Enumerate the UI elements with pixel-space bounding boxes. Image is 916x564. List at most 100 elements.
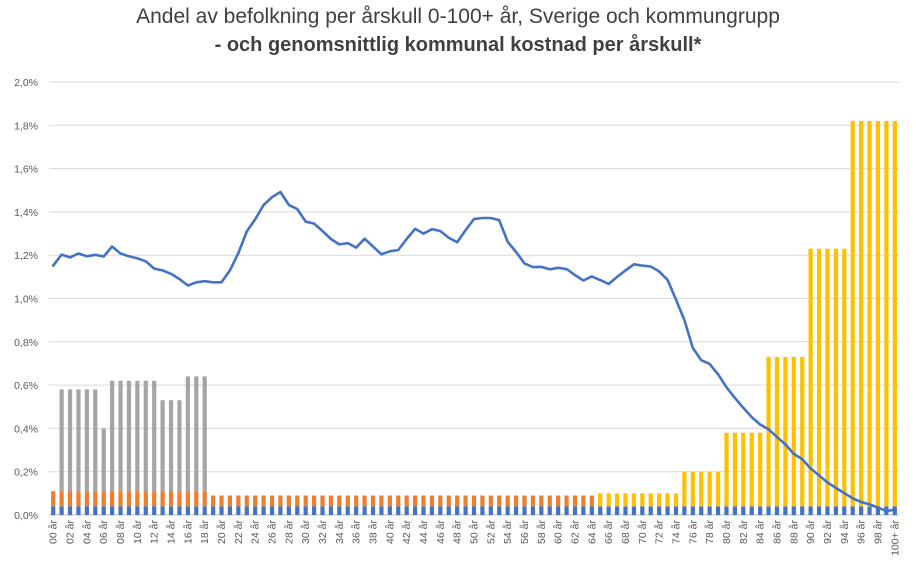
bar <box>110 491 115 507</box>
bar <box>227 495 233 507</box>
bar <box>194 506 199 515</box>
bar <box>328 495 334 507</box>
bar <box>219 506 224 515</box>
x-tick-label: 42 år <box>401 520 413 544</box>
bar <box>657 506 662 515</box>
bar <box>564 506 569 515</box>
bar <box>152 506 157 515</box>
bar <box>715 506 721 515</box>
bar <box>463 506 468 515</box>
y-tick-label: 0,6% <box>14 380 38 392</box>
bar <box>707 471 712 507</box>
bar <box>715 471 721 507</box>
bar <box>438 506 443 515</box>
bar <box>774 506 780 515</box>
bar <box>110 380 115 492</box>
bar <box>101 491 106 507</box>
bar <box>640 506 645 515</box>
bar <box>614 506 620 515</box>
bar <box>842 506 847 515</box>
x-tick-label: 04 år <box>81 520 93 544</box>
bar <box>724 506 729 515</box>
bar <box>850 506 855 515</box>
x-tick-label: 18 år <box>199 520 211 544</box>
bar <box>429 495 435 507</box>
bar <box>269 495 275 507</box>
bar <box>446 506 451 515</box>
bar <box>143 491 148 507</box>
bar <box>833 248 838 507</box>
bar <box>446 495 451 507</box>
bar <box>875 120 881 507</box>
bar <box>143 380 148 492</box>
bar <box>303 495 308 507</box>
bar <box>556 495 561 507</box>
bar <box>648 493 653 507</box>
x-tick-label: 86 år <box>772 520 784 544</box>
bar <box>67 506 73 515</box>
x-tick-label: 22 år <box>233 520 245 544</box>
bar <box>657 493 662 507</box>
bar <box>640 493 645 507</box>
bar <box>800 356 805 507</box>
bar <box>59 491 64 507</box>
bar <box>614 493 620 507</box>
bar <box>160 506 165 515</box>
bar <box>370 495 376 507</box>
x-tick-label: 74 år <box>671 520 683 544</box>
x-tick-label: 16 år <box>182 520 194 544</box>
bar <box>539 495 544 507</box>
bar <box>547 495 552 507</box>
bar <box>253 506 258 515</box>
bar <box>749 506 754 515</box>
bar <box>766 506 771 515</box>
bar <box>505 506 510 515</box>
x-tick-label: 66 år <box>603 520 615 544</box>
bar <box>783 506 788 515</box>
bar <box>732 432 737 507</box>
bar <box>513 495 519 507</box>
bar <box>337 506 342 515</box>
bar <box>126 380 132 492</box>
bar <box>421 506 426 515</box>
x-tick-label: 46 år <box>435 520 447 544</box>
x-tick-label: 50 år <box>469 520 481 544</box>
bar <box>589 495 594 507</box>
x-tick-label: 24 år <box>250 520 262 544</box>
bar <box>480 495 485 507</box>
bar <box>808 506 813 515</box>
x-tick-label: 44 år <box>418 520 430 544</box>
bar <box>396 495 401 507</box>
bar <box>211 506 216 515</box>
bar <box>236 495 241 507</box>
x-tick-label: 00 år <box>48 520 60 544</box>
x-tick-label: 06 år <box>98 520 110 544</box>
bar <box>67 491 73 507</box>
y-tick-label: 1,0% <box>14 294 38 306</box>
bar <box>488 506 493 515</box>
x-tick-label: 88 år <box>788 520 800 544</box>
x-tick-label: 52 år <box>485 520 497 544</box>
bar <box>791 506 796 515</box>
bar <box>345 495 350 507</box>
bar <box>118 491 123 507</box>
bar <box>539 506 544 515</box>
bar <box>867 506 872 515</box>
bar <box>244 506 249 515</box>
bar <box>673 506 679 515</box>
x-tick-label: 34 år <box>334 520 346 544</box>
x-tick-label: 72 år <box>654 520 666 544</box>
y-tick-label: 1,2% <box>14 250 38 262</box>
bar <box>404 495 409 507</box>
x-tick-label: 68 år <box>620 520 632 544</box>
bar <box>177 491 182 507</box>
x-tick-label: 54 år <box>502 520 514 544</box>
y-tick-label: 1,4% <box>14 207 38 219</box>
bar <box>480 506 485 515</box>
bar <box>244 495 249 507</box>
bar <box>682 471 687 507</box>
bar <box>598 493 603 507</box>
x-tick-label: 36 år <box>351 520 363 544</box>
y-tick-label: 0,0% <box>14 510 38 522</box>
bar <box>412 495 418 507</box>
